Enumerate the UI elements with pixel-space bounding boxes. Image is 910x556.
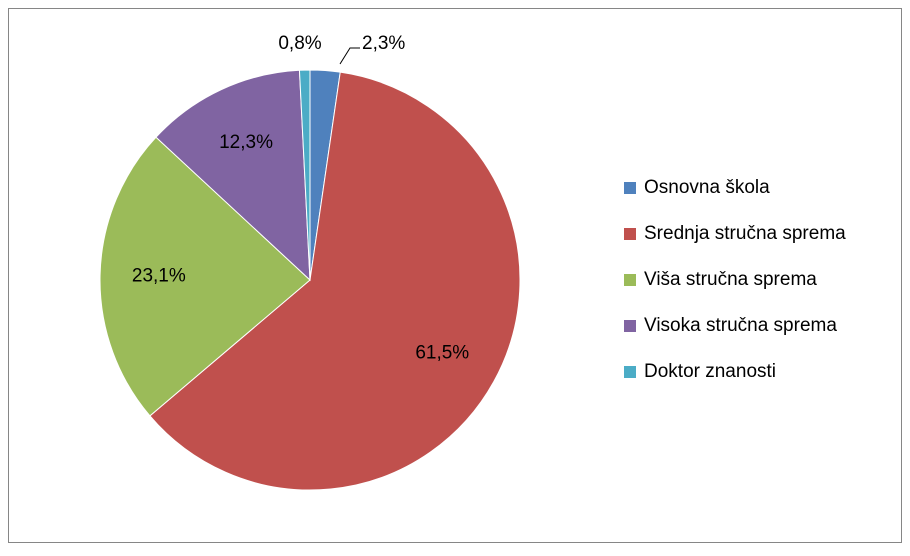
pie-slice [298,69,311,281]
legend-label: Visoka stručna sprema [644,315,837,336]
legend-swatch [624,228,636,240]
data-label: 23,1% [132,266,186,287]
legend-label: Srednja stručna sprema [644,223,846,244]
data-label: 0,8% [278,33,321,54]
pie-slice [149,71,521,491]
legend-swatch [624,274,636,286]
legend-swatch [624,182,636,194]
data-label: 2,3% [362,33,405,54]
legend-swatch [624,320,636,332]
pie-slice [155,69,311,282]
pie-slice [99,136,311,417]
data-label: 12,3% [219,132,273,153]
legend-label: Osnovna škola [644,177,770,198]
legend-label: Doktor znanosti [644,361,776,382]
legend-label: Viša stručna sprema [644,269,817,290]
data-label: 61,5% [415,342,469,363]
leader-line [339,47,360,65]
legend-swatch [624,366,636,378]
